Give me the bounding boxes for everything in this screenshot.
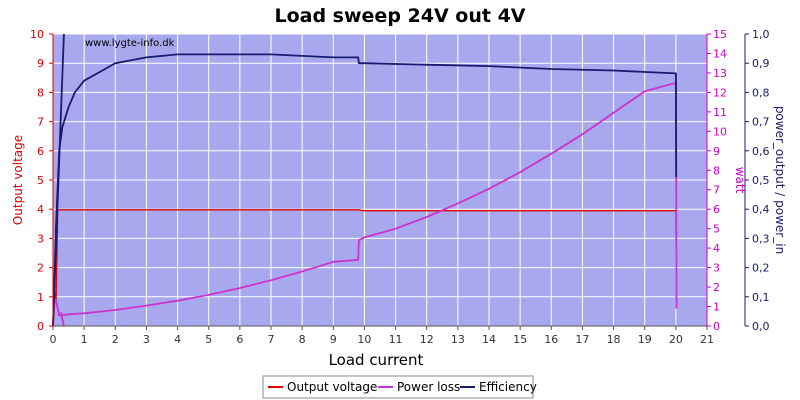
x-tick-label: 19 — [638, 333, 652, 346]
x-tick-label: 21 — [700, 333, 714, 346]
y-right1-tick-label: 0 — [713, 320, 720, 333]
series-line-extra-4 — [59, 312, 65, 327]
y-right1-tick-label: 3 — [713, 262, 720, 275]
y-right2-tick-label: 0,2 — [752, 262, 770, 275]
x-tick-label: 1 — [81, 333, 88, 346]
series-line-efficiency — [52, 53, 678, 327]
x-tick-label: 10 — [357, 333, 371, 346]
y-right2-axis-label: power_output / power_in — [773, 106, 787, 254]
y-right2-tick-label: 0,3 — [752, 232, 770, 245]
y-right2-tick-label: 0,0 — [752, 320, 770, 333]
y-right1-tick-label: 1 — [713, 301, 720, 314]
y-left-tick-label: 8 — [37, 86, 44, 99]
y-right1-tick-label: 8 — [713, 164, 720, 177]
y-right2-tick-label: 0,1 — [752, 291, 770, 304]
y-left-tick-label: 9 — [37, 57, 44, 70]
x-tick-label: 8 — [299, 333, 306, 346]
y-right1-tick-label: 11 — [713, 106, 727, 119]
y-right2-tick-label: 0,7 — [752, 116, 770, 129]
x-axis-label: Load current — [329, 351, 424, 369]
x-tick-label: 18 — [607, 333, 621, 346]
y-right1-tick-label: 7 — [713, 184, 720, 197]
x-tick-label: 11 — [389, 333, 403, 346]
x-tick-label: 2 — [112, 333, 119, 346]
x-tick-label: 7 — [268, 333, 275, 346]
x-tick-label: 13 — [451, 333, 465, 346]
y-right1-tick-label: 2 — [713, 281, 720, 294]
y-left-tick-label: 6 — [37, 145, 44, 158]
y-right2-tick-label: 0,4 — [752, 203, 770, 216]
y-right2-tick-label: 0,6 — [752, 145, 770, 158]
y-left-tick-label: 2 — [37, 262, 44, 275]
x-tick-label: 15 — [513, 333, 527, 346]
x-tick-label: 16 — [544, 333, 558, 346]
legend-label-efficiency: Efficiency — [479, 380, 537, 394]
x-tick-labels: 0 1 2 3 4 5 6 7 8 9 10 11 12 13 14 15 16 17 18 19 20 21 — [50, 326, 714, 346]
y-right2-tick-label: 0,5 — [752, 174, 770, 187]
y-right2-tick-label: 0,8 — [752, 86, 770, 99]
watermark: www.lygte-info.dk — [85, 38, 175, 49]
x-tick-label: 6 — [236, 333, 243, 346]
y-left-tick-label: 10 — [30, 28, 44, 41]
y-right1-tick-label: 10 — [713, 125, 727, 138]
y-right1-tick-label: 5 — [713, 223, 720, 236]
series-line-extra-3 — [52, 33, 65, 327]
y-right1-tick-label: 15 — [713, 28, 727, 41]
y-right1-tick-label: 6 — [713, 203, 720, 216]
y-left-tick-label: 1 — [37, 291, 44, 304]
legend-label-output-voltage: Output voltage — [287, 380, 377, 394]
series-line-output-voltage — [52, 209, 678, 327]
x-tick-label: 0 — [50, 333, 57, 346]
y-right2-tick-label: 0,9 — [752, 57, 770, 70]
y-right1-tick-label: 13 — [713, 67, 727, 80]
y-right1-axis-label: watt — [733, 167, 747, 194]
x-tick-label: 3 — [143, 333, 150, 346]
series-line-power-loss — [52, 82, 678, 327]
x-tick-label: 14 — [482, 333, 496, 346]
y-right1-tick-label: 14 — [713, 47, 727, 60]
y-left-tick-label: 5 — [37, 174, 44, 187]
x-tick-label: 4 — [174, 333, 181, 346]
x-tick-label: 17 — [575, 333, 589, 346]
y-right2-tick-labels: 0,0 0,1 0,2 0,3 0,4 0,5 0,6 0,7 0,8 0,9 1,0 — [745, 28, 770, 333]
y-left-tick-labels: 0 1 2 3 4 5 6 7 8 9 10 — [30, 28, 53, 333]
y-right2-tick-label: 1,0 — [752, 28, 770, 41]
legend: Output voltage Power loss Efficiency — [262, 375, 537, 399]
y-left-tick-label: 7 — [37, 116, 44, 129]
legend-label-power-loss: Power loss — [397, 380, 460, 394]
series-layer — [52, 33, 678, 327]
y-right1-tick-label: 12 — [713, 86, 727, 99]
x-tick-label: 20 — [669, 333, 683, 346]
y-left-tick-label: 3 — [37, 232, 44, 245]
y-right1-tick-label: 9 — [713, 145, 720, 158]
y-left-tick-label: 4 — [37, 203, 44, 216]
x-tick-label: 9 — [330, 333, 337, 346]
y-left-axis-label: Output voltage — [11, 135, 25, 225]
y-left-tick-label: 0 — [37, 320, 44, 333]
x-tick-label: 12 — [420, 333, 434, 346]
y-right1-tick-label: 4 — [713, 242, 720, 255]
chart-title: Load sweep 24V out 4V — [274, 5, 525, 27]
legend-box — [262, 375, 534, 399]
x-tick-label: 5 — [205, 333, 212, 346]
